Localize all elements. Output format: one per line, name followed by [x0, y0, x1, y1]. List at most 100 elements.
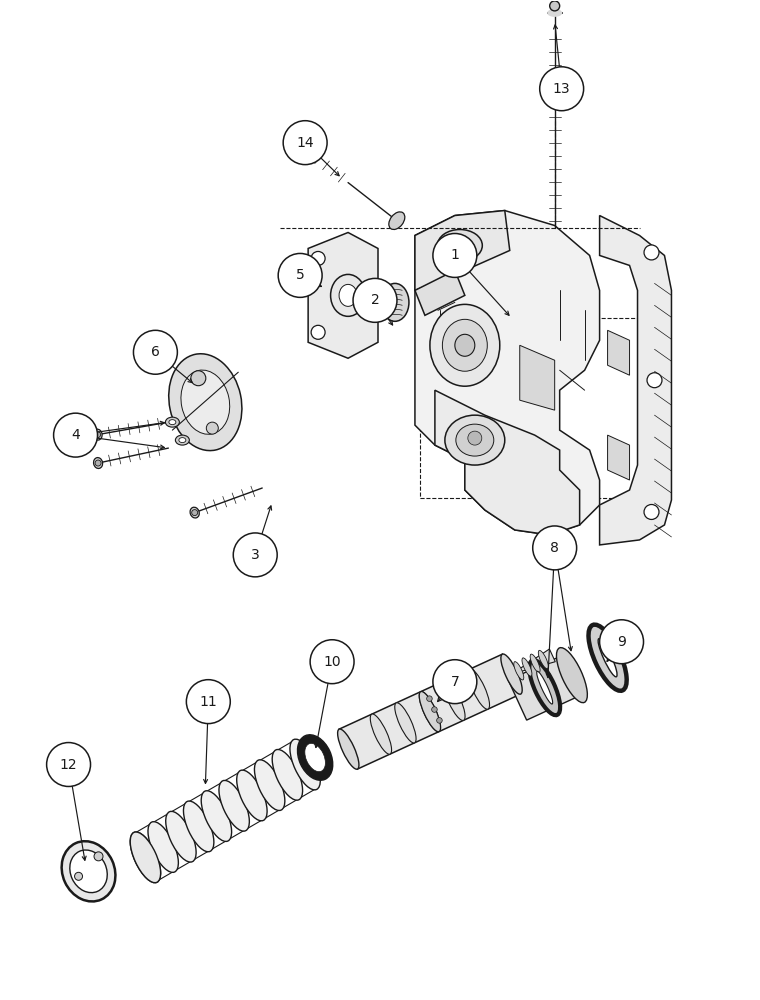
Ellipse shape [305, 743, 325, 772]
Ellipse shape [529, 660, 560, 715]
Circle shape [647, 373, 662, 388]
Ellipse shape [430, 304, 500, 386]
Circle shape [95, 460, 101, 466]
Text: 5: 5 [296, 268, 305, 282]
Circle shape [426, 696, 432, 701]
Ellipse shape [148, 822, 179, 872]
Ellipse shape [339, 284, 357, 306]
Ellipse shape [272, 749, 302, 800]
Circle shape [206, 422, 218, 434]
Polygon shape [435, 390, 580, 535]
Ellipse shape [190, 507, 199, 518]
Ellipse shape [201, 791, 232, 841]
Text: 10: 10 [323, 655, 341, 669]
Ellipse shape [537, 671, 553, 704]
Ellipse shape [598, 639, 617, 677]
Ellipse shape [169, 420, 176, 425]
Ellipse shape [62, 841, 116, 901]
Ellipse shape [455, 334, 475, 356]
Circle shape [94, 432, 100, 438]
Ellipse shape [538, 650, 548, 669]
Ellipse shape [370, 714, 391, 754]
Text: 11: 11 [199, 695, 217, 709]
Text: 9: 9 [617, 635, 626, 649]
Ellipse shape [588, 625, 627, 691]
Circle shape [134, 330, 177, 374]
Ellipse shape [297, 735, 333, 780]
Circle shape [54, 413, 97, 457]
Circle shape [540, 67, 584, 111]
Ellipse shape [255, 760, 285, 811]
Ellipse shape [130, 832, 160, 883]
Ellipse shape [442, 319, 487, 371]
Ellipse shape [169, 354, 242, 451]
Ellipse shape [556, 648, 587, 703]
Circle shape [644, 504, 659, 519]
Ellipse shape [130, 832, 160, 883]
Ellipse shape [501, 654, 522, 694]
Circle shape [46, 743, 90, 786]
Ellipse shape [181, 370, 230, 434]
Polygon shape [339, 654, 521, 769]
Circle shape [355, 288, 369, 302]
Circle shape [644, 245, 659, 260]
Circle shape [278, 253, 322, 297]
Circle shape [191, 371, 206, 386]
Ellipse shape [445, 415, 505, 465]
Polygon shape [415, 270, 465, 315]
Text: 2: 2 [371, 293, 379, 307]
Polygon shape [308, 232, 378, 358]
Text: 7: 7 [451, 675, 459, 689]
Circle shape [94, 852, 103, 861]
Polygon shape [607, 435, 629, 480]
Circle shape [437, 718, 442, 723]
Circle shape [310, 640, 354, 684]
Ellipse shape [183, 801, 214, 852]
Circle shape [233, 533, 277, 577]
Ellipse shape [394, 703, 416, 743]
Circle shape [311, 251, 325, 265]
Text: 12: 12 [60, 758, 78, 772]
Text: 8: 8 [550, 541, 559, 555]
Ellipse shape [331, 274, 366, 316]
Text: 1: 1 [451, 248, 459, 262]
Ellipse shape [236, 770, 267, 821]
Ellipse shape [444, 680, 465, 720]
Polygon shape [600, 216, 672, 545]
Ellipse shape [522, 658, 532, 676]
Circle shape [311, 325, 325, 339]
Circle shape [192, 510, 198, 516]
Polygon shape [520, 345, 555, 410]
Ellipse shape [420, 692, 441, 732]
Polygon shape [415, 211, 600, 535]
Text: 14: 14 [296, 136, 314, 150]
Ellipse shape [547, 9, 562, 17]
Circle shape [432, 707, 437, 712]
Text: 13: 13 [553, 82, 571, 96]
Ellipse shape [166, 811, 196, 862]
Circle shape [454, 239, 466, 251]
Polygon shape [511, 649, 556, 674]
Ellipse shape [70, 850, 107, 893]
Ellipse shape [420, 692, 441, 732]
Ellipse shape [290, 739, 320, 790]
Ellipse shape [468, 669, 489, 709]
Circle shape [433, 660, 477, 704]
Ellipse shape [389, 212, 405, 230]
Polygon shape [415, 211, 510, 290]
Ellipse shape [179, 438, 186, 443]
Circle shape [74, 872, 83, 880]
Ellipse shape [176, 435, 189, 445]
Polygon shape [508, 655, 581, 720]
Text: 4: 4 [71, 428, 80, 442]
Ellipse shape [530, 654, 540, 672]
Circle shape [283, 121, 327, 165]
Ellipse shape [219, 780, 249, 831]
Circle shape [353, 278, 397, 322]
Ellipse shape [448, 236, 472, 254]
Ellipse shape [514, 662, 524, 680]
Text: 3: 3 [251, 548, 260, 562]
Circle shape [186, 680, 230, 724]
Ellipse shape [93, 458, 103, 468]
Ellipse shape [337, 729, 359, 769]
